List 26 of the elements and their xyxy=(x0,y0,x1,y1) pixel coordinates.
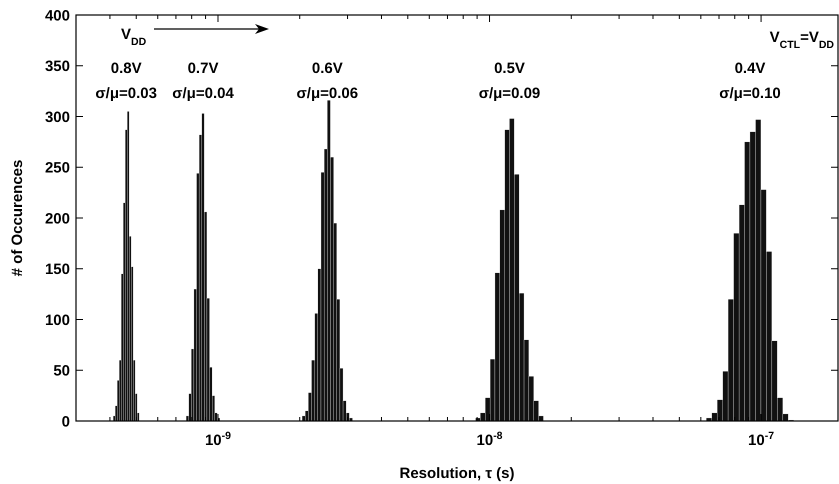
annotation: σ/μ=0.03 xyxy=(95,85,157,102)
y-tick-label: 200 xyxy=(44,210,70,228)
y-tick-label: 350 xyxy=(44,58,70,75)
x-tick-label: 10$^{-8}$ xyxy=(476,430,503,449)
annotation: σ/μ=0.06 xyxy=(296,85,358,102)
y-tick-label: 50 xyxy=(53,362,70,380)
x-axis-title: Resolution, τ (s) xyxy=(399,465,515,482)
y-axis-title: # of Occurences xyxy=(9,160,26,276)
annotation: σ/μ=0.10 xyxy=(719,85,781,102)
y-tick-label: 150 xyxy=(44,261,70,278)
annotation: V$_{CTL}$=V$_{DD}$ xyxy=(770,29,834,51)
y-tick-label: 0 xyxy=(62,413,70,430)
annotation: 0.7V xyxy=(188,60,218,77)
y-tick-label: 300 xyxy=(44,108,70,126)
x-tick-label: 10$^{-7}$ xyxy=(748,430,774,449)
annotation: 0.8V xyxy=(110,60,142,77)
x-tick-label: 10$^{-9}$ xyxy=(204,430,232,449)
y-tick-label: 400 xyxy=(44,7,70,24)
annotation: σ/μ=0.04 xyxy=(172,85,234,102)
annotation: σ/μ=0.09 xyxy=(478,85,540,102)
y-tick-label: 100 xyxy=(44,312,70,329)
annotation: 0.4V xyxy=(734,60,766,77)
annotation: 0.6V xyxy=(312,60,343,77)
y-tick-label: 250 xyxy=(44,160,70,176)
annotation: 0.5V xyxy=(494,60,525,77)
annotation: V$_{DD}$ xyxy=(121,26,147,48)
